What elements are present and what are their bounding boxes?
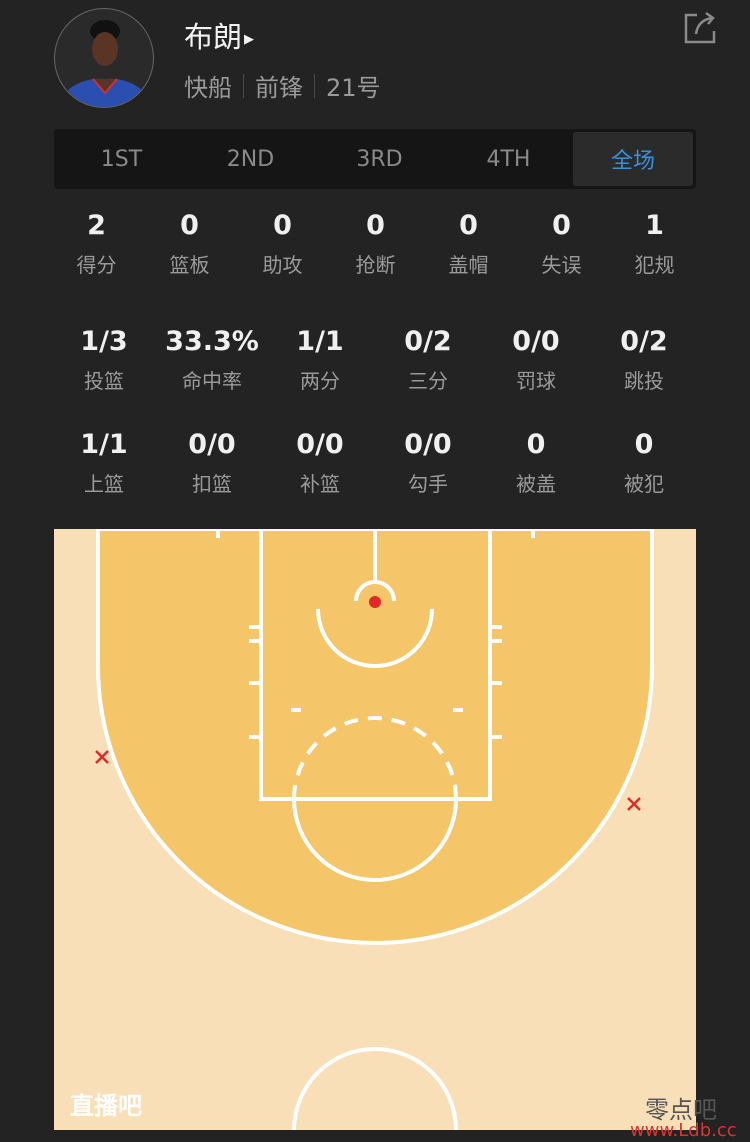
stat-犯规: 1 犯规 bbox=[608, 210, 701, 278]
overlay-watermark: 零点吧 bbox=[645, 1096, 717, 1124]
player-photo bbox=[65, 20, 145, 107]
rim-arc bbox=[354, 580, 396, 602]
stat-label: 勾手 bbox=[408, 472, 448, 496]
stat-value: 0 bbox=[273, 210, 292, 241]
period-tabs: 1ST 2ND 3RD 4TH 全场 bbox=[54, 129, 696, 189]
stat-盖帽: 0 盖帽 bbox=[422, 210, 515, 278]
shot-made-marker bbox=[369, 596, 381, 608]
stat-label: 助攻 bbox=[262, 253, 303, 277]
stat-补篮: 0/0 补篮 bbox=[266, 429, 374, 497]
stat-label: 犯规 bbox=[634, 253, 675, 277]
stat-label: 失误 bbox=[541, 253, 582, 277]
stat-label: 补篮 bbox=[300, 472, 340, 496]
stat-value: 1 bbox=[645, 210, 664, 241]
three-point-line bbox=[96, 529, 654, 945]
stat-value: 33.3% bbox=[165, 326, 259, 357]
shot-missed-marker bbox=[627, 797, 641, 811]
shot-chart-court: 直播吧 bbox=[54, 529, 696, 1130]
tab-3rd[interactable]: 3RD bbox=[356, 146, 403, 172]
jersey-number: 21号 bbox=[326, 74, 381, 102]
stat-value: 0/2 bbox=[404, 326, 452, 357]
share-icon[interactable] bbox=[682, 10, 718, 46]
stat-value: 0/0 bbox=[188, 429, 236, 460]
stat-勾手: 0/0 勾手 bbox=[374, 429, 482, 497]
stat-失误: 0 失误 bbox=[515, 210, 608, 278]
player-avatar[interactable] bbox=[54, 8, 154, 108]
team: 快船 bbox=[184, 74, 232, 102]
stat-value: 0 bbox=[634, 429, 654, 460]
stat-命中率: 33.3% 命中率 bbox=[158, 326, 266, 394]
stat-抢断: 0 抢断 bbox=[329, 210, 422, 278]
free-throw-circle-lower bbox=[292, 798, 458, 882]
stat-上篮: 1/1 上篮 bbox=[50, 429, 158, 497]
paint bbox=[259, 529, 492, 801]
stat-value: 0/2 bbox=[620, 326, 668, 357]
tab-4th[interactable]: 4TH bbox=[486, 146, 531, 172]
stat-label: 盖帽 bbox=[448, 253, 489, 277]
tab-2nd[interactable]: 2ND bbox=[226, 146, 275, 172]
center-circle bbox=[292, 1047, 458, 1130]
stat-value: 0/0 bbox=[296, 429, 344, 460]
stat-label: 命中率 bbox=[182, 369, 242, 393]
stat-被犯: 0 被犯 bbox=[590, 429, 698, 497]
stat-label: 三分 bbox=[408, 369, 448, 393]
stat-得分: 2 得分 bbox=[50, 210, 143, 278]
stat-label: 跳投 bbox=[624, 369, 664, 393]
position: 前锋 bbox=[255, 74, 303, 102]
stat-label: 上篮 bbox=[84, 472, 124, 496]
stat-label: 被犯 bbox=[624, 472, 664, 496]
stat-value: 1/1 bbox=[80, 429, 128, 460]
divider bbox=[243, 73, 244, 98]
stat-value: 0 bbox=[366, 210, 385, 241]
stat-value: 1/1 bbox=[296, 326, 344, 357]
stat-三分: 0/2 三分 bbox=[374, 326, 482, 394]
stat-value: 0 bbox=[459, 210, 478, 241]
stat-value: 0 bbox=[526, 429, 546, 460]
stat-label: 被盖 bbox=[516, 472, 556, 496]
stat-label: 抢断 bbox=[355, 253, 396, 277]
tab-full-game[interactable]: 全场 bbox=[573, 132, 693, 186]
player-meta: 快船 前锋 21号 bbox=[184, 68, 381, 103]
player-name-text: 布朗 bbox=[184, 20, 243, 54]
court-watermark: 直播吧 bbox=[70, 1092, 142, 1120]
stat-value: 0/0 bbox=[404, 429, 452, 460]
stat-value: 0/0 bbox=[512, 326, 560, 357]
tab-1st[interactable]: 1ST bbox=[100, 146, 143, 172]
detail-stats: 1/1 上篮 0/0 扣篮 0/0 补篮 0/0 勾手 0 被盖 0 被犯 bbox=[50, 429, 698, 497]
stat-篮板: 0 篮板 bbox=[143, 210, 236, 278]
stat-投篮: 1/3 投篮 bbox=[50, 326, 158, 394]
stat-value: 1/3 bbox=[80, 326, 128, 357]
stat-罚球: 0/0 罚球 bbox=[482, 326, 590, 394]
main-stats: 2 得分 0 篮板 0 助攻 0 抢断 0 盖帽 0 失误 1 犯规 bbox=[50, 210, 701, 278]
player-name[interactable]: 布朗 ▶ bbox=[184, 14, 254, 56]
stat-label: 扣篮 bbox=[192, 472, 232, 496]
stat-label: 两分 bbox=[300, 369, 340, 393]
restricted-arc bbox=[316, 608, 434, 668]
stat-label: 得分 bbox=[76, 253, 117, 277]
stat-value: 0 bbox=[180, 210, 199, 241]
shooting-stats: 1/3 投篮 33.3% 命中率 1/1 两分 0/2 三分 0/0 罚球 0/2 跳投 bbox=[50, 326, 698, 394]
divider bbox=[314, 73, 315, 98]
shot-missed-marker bbox=[95, 750, 109, 764]
stat-两分: 1/1 两分 bbox=[266, 326, 374, 394]
play-arrow-icon: ▶ bbox=[244, 31, 255, 47]
stat-value: 0 bbox=[552, 210, 571, 241]
stat-扣篮: 0/0 扣篮 bbox=[158, 429, 266, 497]
stat-助攻: 0 助攻 bbox=[236, 210, 329, 278]
stat-label: 投篮 bbox=[84, 369, 124, 393]
stat-被盖: 0 被盖 bbox=[482, 429, 590, 497]
stat-跳投: 0/2 跳投 bbox=[590, 326, 698, 394]
stat-value: 2 bbox=[87, 210, 106, 241]
stat-label: 罚球 bbox=[516, 369, 556, 393]
lane-hash-marks bbox=[216, 529, 535, 739]
free-throw-circle-upper bbox=[292, 716, 458, 800]
overlay-watermark-url: www.Ldb.cc bbox=[630, 1120, 737, 1141]
stat-label: 篮板 bbox=[169, 253, 210, 277]
